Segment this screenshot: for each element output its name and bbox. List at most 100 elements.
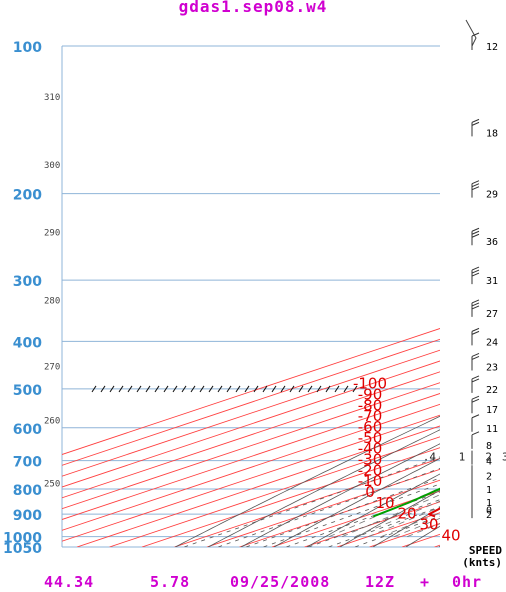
footer-fcst: 0hr <box>452 573 483 591</box>
wind-speed-label: 8 <box>486 441 492 452</box>
dry-adiabat-line <box>240 443 440 547</box>
tropopause-tick <box>172 385 178 393</box>
tropopause-tick <box>289 385 295 393</box>
wind-barb-flag <box>471 230 480 235</box>
wind-speed-label: 12 <box>486 42 498 53</box>
tropopause-tick <box>244 385 250 393</box>
wind-speed-label: 0 <box>486 505 492 516</box>
isotherm-line <box>62 393 440 520</box>
isotherm-line <box>62 371 440 499</box>
wind-barb-flag <box>471 431 480 436</box>
tropopause-tick <box>235 385 241 393</box>
dry-adiabat-line <box>339 489 440 547</box>
chart-title: gdas1.sep08.w4 <box>178 0 328 16</box>
pressure-label: 900 <box>13 508 42 524</box>
isotherm-line <box>62 349 440 477</box>
isotherm-line <box>109 436 440 547</box>
dry-adiabat-line <box>273 457 440 547</box>
wind-speed-label: 27 <box>486 309 498 320</box>
wind-barb-flag <box>471 180 480 185</box>
tropopause-tick <box>100 385 106 393</box>
isotherm-label: -90 <box>358 386 383 404</box>
isotherm-label: -20 <box>358 461 383 479</box>
wind-speed-label: 24 <box>486 337 498 348</box>
isotherm-line <box>271 490 440 547</box>
wind-barb-flag <box>471 353 480 357</box>
tropopause-tick <box>181 385 187 393</box>
isotherm-line <box>141 447 440 547</box>
wind-barb-flag <box>471 302 480 307</box>
isotherm-label: -70 <box>358 407 383 425</box>
tropopause-tick <box>208 385 214 393</box>
tropopause-tick <box>163 385 169 393</box>
tropopause-tick <box>271 385 277 393</box>
wind-barb-flag <box>471 183 480 188</box>
wind-barb-flag <box>471 266 480 271</box>
dewpoint-line <box>372 487 440 518</box>
dry-adiabat-line <box>208 429 440 547</box>
dry-adiabat-line <box>175 415 440 547</box>
isotherm-line <box>62 382 440 510</box>
isotherm-line <box>62 403 440 531</box>
theta-side-label: 280 <box>44 296 60 306</box>
wind-barb-flag <box>471 330 480 335</box>
mixing-ratio-label: 1 <box>459 451 466 464</box>
isotherm-label: -50 <box>358 429 383 447</box>
isotherm-label: -10 <box>358 472 383 490</box>
wind-barb-flag <box>471 356 480 360</box>
wind-speed-label: 2 <box>486 510 492 521</box>
wind-speed-label: 22 <box>486 385 498 396</box>
moist-adiabat-line <box>342 494 440 537</box>
theta-side-label: 270 <box>44 362 60 372</box>
isotherm-label: 40 <box>441 526 460 544</box>
wind-speed-label: 4 <box>486 457 492 468</box>
tropopause-tick <box>334 385 340 393</box>
theta-side-label: 300 <box>44 161 60 171</box>
pressure-label: 400 <box>13 335 42 351</box>
tropopause-tick <box>307 385 313 393</box>
wind-barb-flag <box>471 299 480 304</box>
theta-side-label: 260 <box>44 417 60 427</box>
isotherm-line <box>76 425 440 547</box>
footer-date: 09/25/2008 <box>230 573 331 591</box>
isotherm-line <box>174 458 440 547</box>
tropopause-tick <box>154 385 160 393</box>
wind-barb-flag <box>471 395 480 400</box>
wind-speed-label: 11 <box>486 424 498 435</box>
wind-speed-label: 31 <box>486 276 498 287</box>
footer-lon: 5.78 <box>150 573 191 591</box>
wind-barb-flag <box>471 227 480 232</box>
isotherm-label: 10 <box>375 494 394 512</box>
speed-caption-line2: (knts) <box>462 556 502 569</box>
wind-barb-flag <box>471 186 480 191</box>
pressure-label: 800 <box>13 483 42 499</box>
wind-barb-flag <box>471 398 480 403</box>
wind-barb-flag <box>471 118 480 123</box>
wind-barb-flag <box>471 414 480 419</box>
pressure-label: 700 <box>13 455 42 471</box>
wind-barb-flag <box>471 233 480 238</box>
wind-speed-label: 18 <box>486 128 498 139</box>
tropopause-tick <box>325 385 331 393</box>
tropopause-tick <box>217 385 223 393</box>
isotherm-label: -80 <box>358 396 383 414</box>
dry-adiabat-line <box>306 473 440 547</box>
isotherm-label: -40 <box>358 440 383 458</box>
wind-speed-label: 1 <box>486 498 492 509</box>
footer-plus: + <box>420 573 431 591</box>
footer-lat: 44.34 <box>44 573 95 591</box>
footer-hour: 12Z <box>365 573 396 591</box>
wind-speed-label: 23 <box>486 362 498 373</box>
wind-barb-flag <box>471 272 480 277</box>
wind-barb-flag <box>471 378 480 383</box>
wind-speed-label: 36 <box>486 237 498 248</box>
tropopause-tick <box>136 385 142 393</box>
mixing-ratio-label: 2 <box>485 451 492 464</box>
wind-barb-flag <box>471 305 480 310</box>
tropopause-tick <box>298 385 304 393</box>
pressure-label: 200 <box>13 188 42 204</box>
isotherm-line <box>206 468 440 547</box>
tropopause-tick <box>91 385 97 393</box>
isotherm-line <box>62 360 440 488</box>
